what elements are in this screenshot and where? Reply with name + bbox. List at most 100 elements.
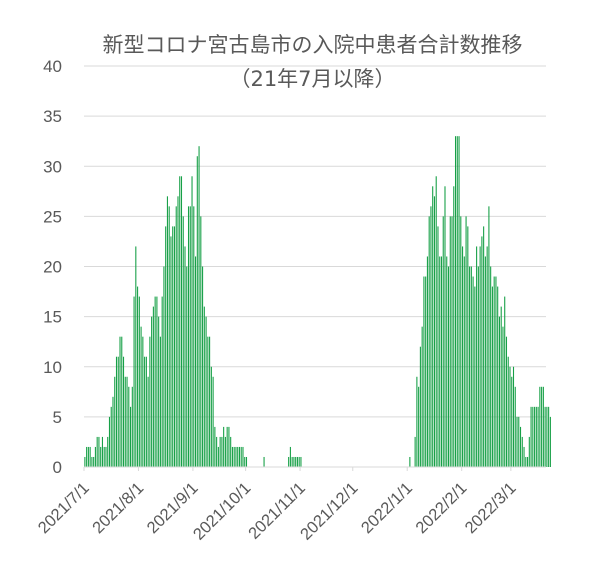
- y-tick-label: 25: [43, 207, 62, 226]
- x-tick-label: 2022/3/1: [462, 479, 520, 537]
- bar: [293, 456, 295, 467]
- bar: [477, 266, 479, 467]
- bar: [442, 216, 444, 467]
- bar: [453, 186, 455, 468]
- bar: [186, 266, 188, 467]
- y-tick-label: 35: [43, 107, 62, 126]
- bar: [416, 376, 418, 467]
- bar: [474, 286, 476, 467]
- bars: [84, 136, 551, 468]
- bar: [238, 446, 241, 467]
- bar: [172, 226, 174, 467]
- bar: [84, 456, 86, 467]
- bar: [481, 236, 483, 467]
- bar: [414, 436, 416, 467]
- bar: [230, 436, 232, 467]
- bar: [527, 456, 529, 467]
- bar: [207, 336, 209, 467]
- bar: [490, 266, 492, 467]
- bar: [137, 286, 139, 467]
- bar: [430, 206, 432, 467]
- bar: [514, 386, 516, 467]
- bar: [163, 266, 165, 467]
- bar: [151, 316, 153, 467]
- bar: [546, 406, 548, 467]
- bar: [112, 396, 114, 467]
- bar: [105, 446, 107, 467]
- bar: [437, 226, 439, 467]
- bar: [196, 156, 198, 467]
- bar: [210, 366, 212, 467]
- bar: [86, 446, 88, 467]
- bar: [426, 256, 428, 467]
- bar: [202, 266, 204, 467]
- x-tick-label: 2021/7/1: [35, 479, 93, 537]
- bar: [158, 316, 160, 467]
- bar: [507, 356, 509, 467]
- bar: [472, 276, 474, 467]
- bar: [469, 266, 471, 467]
- bar: [191, 176, 193, 467]
- bar: [228, 426, 230, 467]
- bar: [549, 416, 551, 467]
- bar: [542, 386, 544, 467]
- bar: [223, 426, 225, 467]
- x-axis-tick-labels: 2021/7/12021/8/12021/9/12021/10/12021/11…: [35, 467, 520, 544]
- bar: [435, 176, 437, 467]
- bar: [187, 206, 190, 467]
- bar: [465, 216, 467, 467]
- bar: [488, 206, 490, 467]
- bar: [110, 406, 112, 467]
- y-tick-label: 40: [43, 57, 62, 76]
- x-tick-label: 2022/1/1: [358, 479, 416, 537]
- bar: [300, 456, 302, 467]
- bar: [519, 426, 522, 467]
- bar: [219, 436, 221, 467]
- bar: [231, 446, 233, 467]
- bar: [476, 246, 478, 467]
- bar: [152, 306, 154, 467]
- bar: [428, 216, 430, 467]
- y-axis-tick-labels: 0 5 10 15 20 25 30 35 40: [43, 57, 62, 477]
- bar: [149, 336, 151, 467]
- bar: [500, 306, 502, 467]
- bar: [298, 456, 300, 467]
- y-tick-label: 0: [53, 458, 62, 477]
- bar: [179, 176, 181, 467]
- bar: [214, 426, 216, 467]
- bar: [456, 136, 458, 468]
- bar: [288, 456, 290, 467]
- bar: [91, 456, 93, 467]
- bar: [117, 356, 119, 467]
- bar: [161, 296, 163, 467]
- bar: [96, 436, 98, 467]
- bar: [145, 356, 147, 467]
- bar: [432, 186, 434, 468]
- bar: [175, 206, 177, 467]
- bar: [189, 206, 191, 467]
- bar: [495, 276, 497, 467]
- bar: [433, 196, 435, 467]
- bar: [467, 226, 469, 467]
- bar: [144, 356, 146, 467]
- bar: [124, 376, 126, 467]
- bar: [122, 356, 125, 467]
- bar: [470, 266, 472, 467]
- bar: [509, 366, 511, 467]
- bar: [180, 176, 183, 467]
- bar: [491, 286, 493, 467]
- bar: [101, 436, 103, 467]
- bar: [505, 336, 508, 467]
- bar: [295, 456, 297, 467]
- bar: [516, 416, 518, 467]
- bar: [483, 226, 485, 467]
- bar: [498, 316, 500, 467]
- bar: [244, 456, 246, 467]
- bar: [423, 276, 425, 467]
- y-tick-label: 20: [43, 258, 62, 277]
- x-tick-label: 2021/8/1: [89, 479, 147, 537]
- bar: [512, 366, 515, 467]
- bar: [263, 456, 265, 467]
- bar: [493, 276, 495, 467]
